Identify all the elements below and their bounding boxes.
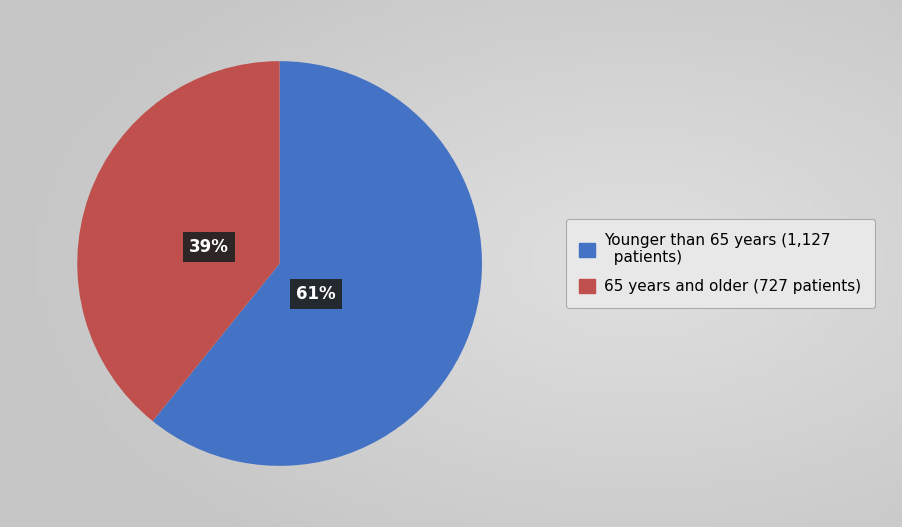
Legend: Younger than 65 years (1,127
  patients), 65 years and older (727 patients): Younger than 65 years (1,127 patients), … [566, 219, 875, 308]
Wedge shape [78, 61, 280, 421]
Wedge shape [152, 61, 482, 466]
Text: 39%: 39% [189, 238, 229, 256]
Text: 61%: 61% [296, 285, 336, 303]
